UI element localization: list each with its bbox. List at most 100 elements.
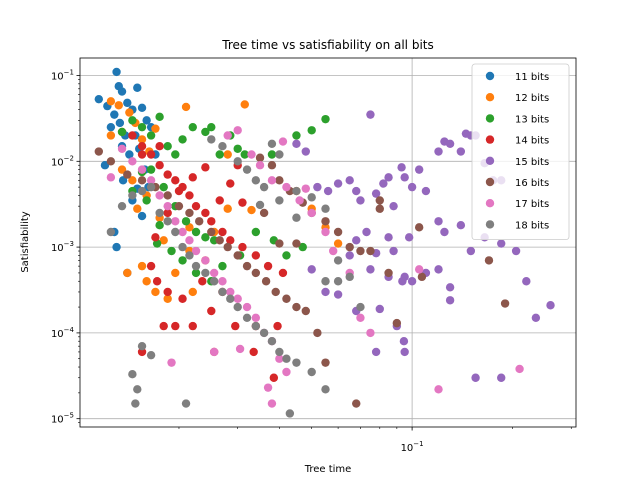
data-point [110,110,119,119]
data-point [366,328,375,338]
data-point [251,227,261,237]
data-point [117,165,127,174]
data-point [434,147,443,156]
data-point [400,347,409,357]
data-point [292,239,301,248]
data-point [321,277,330,286]
data-point [137,165,147,174]
plot-frame [79,57,577,428]
data-point [497,373,506,382]
data-point [249,347,258,357]
data-point [128,131,137,140]
data-point [333,179,343,188]
data-point [94,147,104,156]
legend-marker [485,199,495,208]
data-point [178,242,187,252]
data-point [106,157,116,166]
data-point [218,277,227,286]
data-point [223,150,232,159]
data-point [201,268,210,278]
data-point [100,161,110,170]
data-point [112,242,121,252]
data-point [292,302,301,312]
data-point [400,173,409,182]
data-point [155,191,164,200]
data-point [146,165,156,174]
data-point [146,176,156,185]
legend-marker [485,114,495,123]
data-point [163,191,172,200]
data-point [247,205,256,215]
data-point [292,131,301,140]
data-point [313,328,322,338]
data-point [238,198,247,207]
data-point [321,385,330,394]
data-point [223,242,232,252]
data-point [389,201,398,211]
data-point [117,87,127,96]
y-tick-label: 10−3 [51,240,74,254]
data-point [282,367,291,377]
series-17-bits [106,126,524,408]
data-point [137,261,147,271]
data-point [321,204,330,213]
data-point [384,268,393,278]
data-point [278,268,288,278]
data-point [261,277,271,286]
data-point [366,110,375,119]
data-point [271,287,280,297]
chart-title: Tree time vs satisfiability on all bits [221,38,433,52]
data-point [133,204,142,213]
data-point [155,112,164,122]
data-point [352,186,361,196]
axes: 10−1 10−5 10−4 10−3 10−2 10−1 [51,69,572,454]
legend-label: 13 bits [515,114,549,125]
data-point [282,182,291,192]
data-point [301,306,310,316]
data-point [445,283,455,292]
data-point [282,251,291,260]
data-point [362,227,371,237]
data-point [434,217,443,226]
data-point [112,67,121,77]
data-point [191,268,201,278]
data-point [218,141,227,151]
y-tick-label: 10−5 [51,412,74,426]
data-point [282,354,291,363]
data-point [321,217,330,226]
data-point [321,114,330,124]
data-point [384,173,393,182]
data-point [163,201,172,211]
data-point [417,272,427,282]
data-point [515,364,524,374]
data-point [171,217,180,226]
data-point [546,301,555,310]
data-point [375,304,384,314]
data-point [137,341,147,351]
data-point [151,233,160,242]
data-point [137,211,147,221]
legend-label: 17 bits [515,199,549,210]
data-point [137,103,147,113]
data-point [414,165,424,174]
data-point [356,302,365,312]
data-point [155,161,164,170]
data-point [159,321,168,331]
data-point [267,161,277,170]
data-point [188,173,197,182]
data-point [128,191,137,200]
legend-marker [485,156,495,165]
data-point [137,135,147,144]
data-point [207,122,216,132]
data-point [313,182,322,192]
data-point [307,126,316,135]
data-point [125,150,134,159]
data-point [226,179,235,188]
data-point [178,227,187,237]
data-point [307,193,316,202]
data-point [171,176,180,185]
data-point [198,277,207,286]
data-point [251,268,261,278]
data-point [273,321,282,331]
data-point [201,233,210,242]
